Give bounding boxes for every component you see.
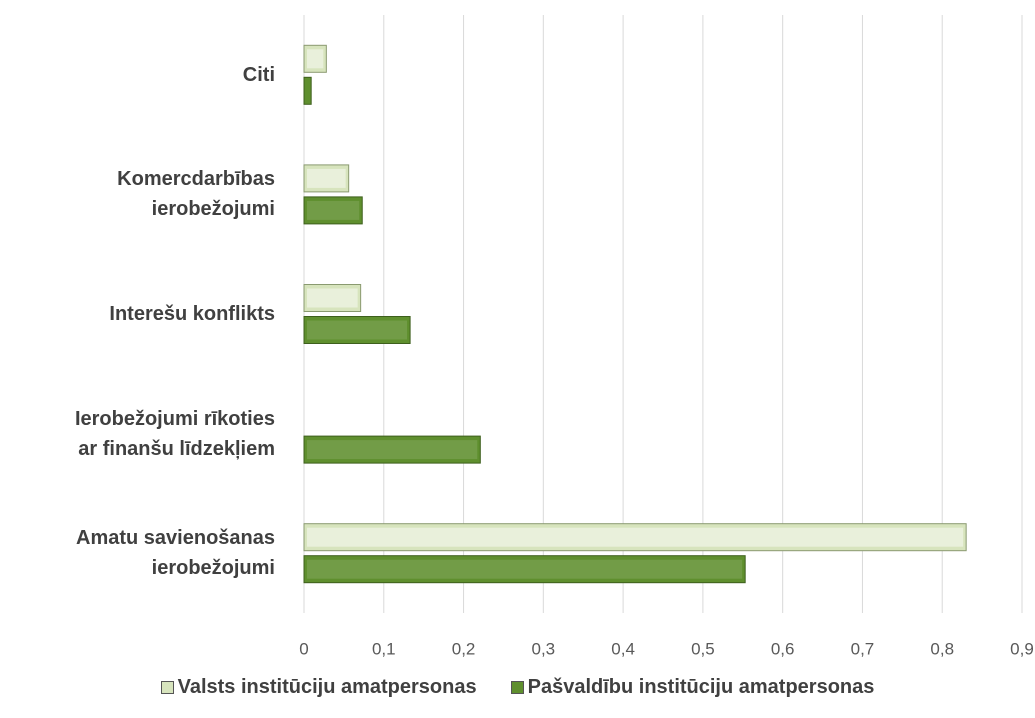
x-tick-label: 0,9 — [1010, 639, 1034, 658]
category-label: Ierobežojumi rīkoties ar finanšu līdzekļ… — [74, 407, 275, 460]
bar — [303, 164, 350, 193]
bar-bevel — [307, 49, 324, 69]
x-tick-label: 0,3 — [532, 639, 556, 658]
legend-label: Valsts institūciju amatpersonas — [177, 676, 477, 698]
category-label: Komercdarbības ierobežojumi — [117, 168, 275, 221]
bar — [303, 44, 327, 73]
bar-bevel — [307, 168, 346, 188]
bar-bevel — [307, 440, 478, 460]
legend-item: Valsts institūciju amatpersonas — [160, 676, 477, 699]
category-label: Interešu konflikts — [109, 303, 275, 325]
category-label: Citi — [242, 63, 275, 86]
x-tick-label: 0,6 — [771, 639, 795, 658]
bar-bevel — [307, 320, 408, 340]
legend-swatch — [160, 681, 174, 694]
x-tick-label: 0,4 — [611, 639, 635, 658]
bar-bevel — [307, 527, 964, 547]
x-tick-label: 0,7 — [851, 639, 875, 658]
legend-label: Pašvaldību institūciju amatpersonas — [527, 676, 875, 698]
bar-bevel — [307, 200, 360, 220]
bar — [303, 316, 411, 344]
x-tick-label: 0,5 — [691, 639, 715, 658]
bar — [303, 196, 363, 225]
x-tick-label: 0,2 — [452, 639, 476, 658]
bar — [303, 523, 967, 552]
x-tick-label: 0 — [299, 639, 308, 658]
x-tick-label: 0,1 — [372, 639, 396, 658]
bar-bevel — [307, 288, 358, 308]
bar — [303, 435, 481, 464]
bar-bevel — [307, 559, 743, 579]
legend-swatch — [510, 681, 524, 694]
category-label: Amatu savienošanas ierobežojumi — [76, 527, 275, 580]
bar — [303, 555, 746, 584]
x-tick-label: 0,8 — [930, 639, 954, 658]
legend-item: Pašvaldību institūciju amatpersonas — [510, 676, 875, 699]
legend: Valsts institūciju amatpersonas Pašvaldīb… — [0, 676, 1035, 699]
bar — [303, 76, 312, 105]
bar — [303, 284, 362, 312]
